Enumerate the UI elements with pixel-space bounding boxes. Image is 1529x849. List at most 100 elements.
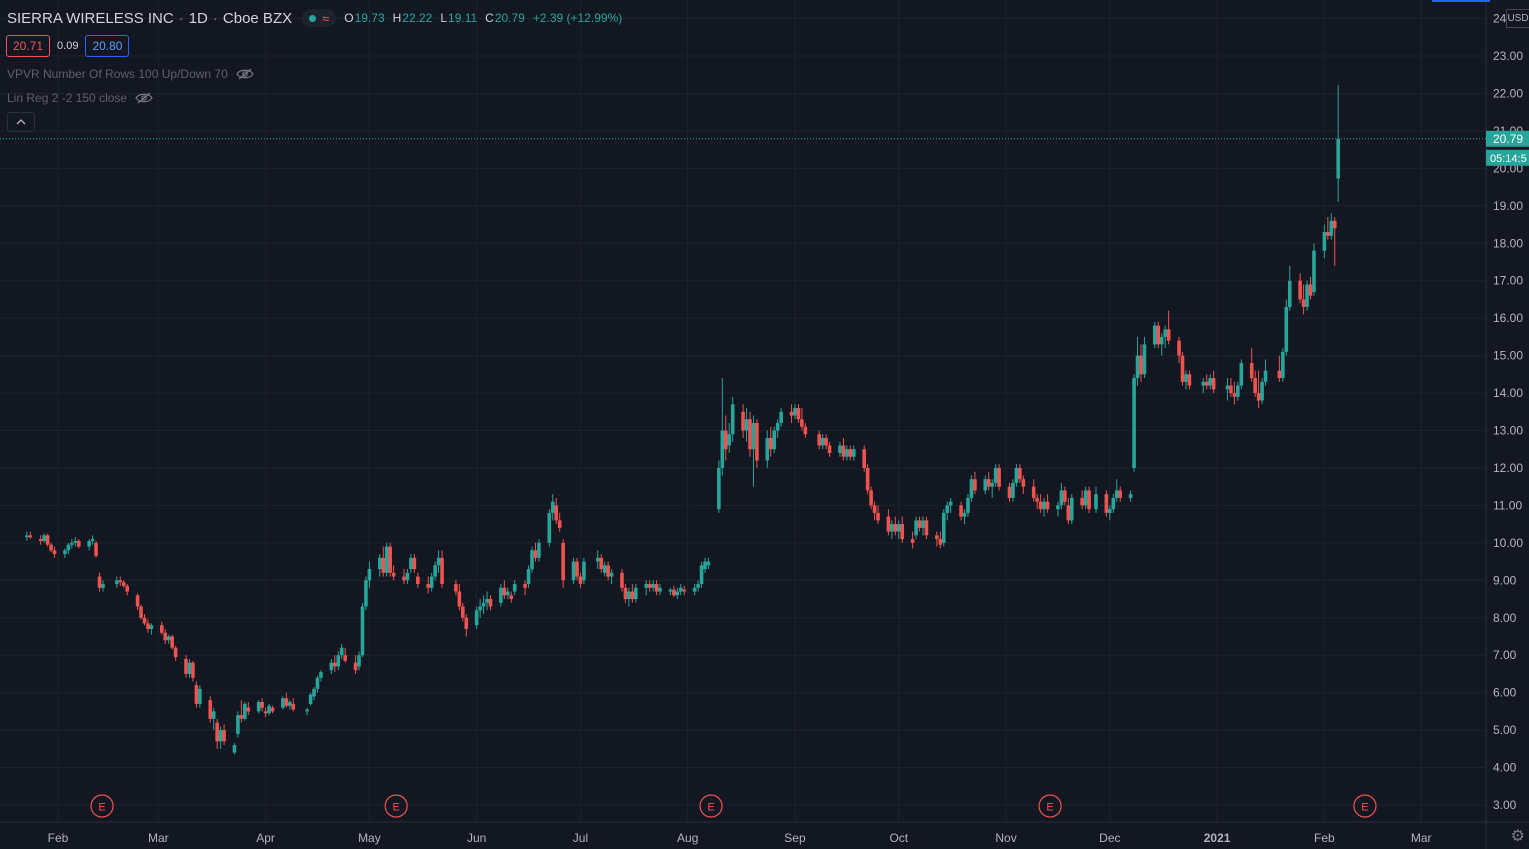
candle-series[interactable] (25, 85, 1340, 755)
candle (1232, 381, 1237, 405)
candle (1281, 348, 1285, 382)
candle (658, 584, 662, 596)
candle (993, 464, 998, 487)
earnings-label: E (1046, 802, 1053, 814)
candle (876, 505, 880, 525)
candle (101, 580, 105, 592)
earnings-marker[interactable]: E (699, 794, 723, 818)
candle-body (959, 505, 963, 517)
candle (481, 595, 486, 615)
candle (651, 580, 655, 592)
candle-body (668, 589, 673, 592)
candle-body (457, 591, 462, 607)
earnings-marker[interactable]: E (90, 794, 114, 818)
candle-body (578, 576, 583, 585)
candle (914, 516, 918, 540)
candle-body (76, 540, 81, 547)
symbol-name[interactable]: SIERRA WIRELESS INC (7, 9, 174, 27)
candle-body (115, 580, 119, 585)
earnings-circle (1038, 794, 1062, 818)
time-tick-label: May (358, 831, 381, 845)
gear-icon[interactable]: ⚙ (1510, 828, 1525, 845)
candle-body (779, 411, 783, 424)
candle-body (25, 535, 29, 538)
candle (440, 550, 444, 588)
candle-body (512, 584, 517, 592)
earnings-marker[interactable]: E (1353, 794, 1377, 818)
price-line-overlay: E E E E E 20.79 05:14:5 (0, 130, 1529, 818)
candle (789, 404, 794, 424)
candle-body (433, 565, 437, 577)
currency-label[interactable]: USD (1506, 9, 1529, 28)
candle (70, 539, 74, 549)
candle-body (935, 535, 939, 540)
candle-body (319, 672, 323, 678)
candle (353, 655, 358, 674)
candle (997, 464, 1001, 491)
candle-body (571, 561, 576, 581)
candle (1111, 494, 1116, 513)
candle (243, 702, 247, 721)
candle (135, 593, 140, 611)
candle (692, 584, 697, 596)
earnings-marker[interactable]: E (1038, 794, 1062, 818)
candle (1069, 494, 1074, 525)
earnings-label: E (392, 802, 399, 814)
candle (1087, 486, 1091, 513)
candle-body (1014, 467, 1019, 483)
indicator-vpvr-label: VPVR Number Of Rows 100 Up/Down 70 (7, 67, 228, 81)
candle-body (1018, 467, 1022, 480)
earnings-marker[interactable]: E (384, 794, 408, 818)
earnings-circle (699, 794, 723, 818)
candle (1204, 374, 1209, 390)
collapse-legend-button[interactable] (7, 112, 35, 132)
candle (748, 411, 752, 457)
candle (1063, 486, 1067, 506)
candle (308, 692, 313, 706)
interval-label[interactable]: 1D (188, 9, 208, 27)
candle-body (658, 587, 662, 592)
candle (1031, 479, 1036, 502)
bid-button[interactable]: 20.71 (6, 35, 51, 57)
candle (90, 535, 95, 545)
indicator-linreg[interactable]: Lin Reg 2 -2 150 close (7, 91, 153, 105)
candle-body (412, 557, 417, 570)
candle-body (938, 539, 943, 545)
chart-header: SIERRA WIRELESS INC · 1D · Cboe BZX ≈ O1… (7, 9, 623, 27)
candle-body (63, 550, 67, 555)
candle (288, 700, 292, 710)
candle (1142, 336, 1147, 379)
exchange-label: Cboe BZX (222, 9, 293, 27)
candle (893, 516, 898, 536)
candle (1038, 494, 1043, 513)
price-tick-label: 18.00 (1493, 236, 1523, 250)
candle (703, 557, 707, 573)
candle-body (440, 557, 444, 585)
candle (727, 423, 732, 453)
candle (97, 572, 102, 592)
candle (720, 378, 725, 476)
candle (696, 580, 700, 592)
candle-body (184, 658, 188, 674)
market-status-pill[interactable]: ≈ (302, 9, 337, 27)
candle-body (1329, 220, 1334, 236)
candle-body (315, 677, 320, 689)
hidden-eye-icon[interactable] (236, 68, 254, 80)
ask-button[interactable]: 20.80 (85, 35, 130, 57)
candle (416, 572, 420, 588)
candle (582, 557, 586, 585)
candle-body (1011, 482, 1015, 498)
candle-body (627, 591, 631, 600)
indicator-vpvr[interactable]: VPVR Number Of Rows 100 Up/Down 70 (7, 67, 254, 81)
candle-body (969, 479, 974, 498)
candle-body (533, 550, 538, 558)
hidden-eye-icon[interactable] (135, 92, 153, 104)
candle (94, 540, 98, 558)
candle-body (692, 587, 697, 592)
candle (478, 599, 482, 618)
candle-body (426, 584, 431, 588)
candle-body (1225, 385, 1230, 390)
candle-body (1298, 280, 1302, 300)
candle (246, 702, 251, 716)
